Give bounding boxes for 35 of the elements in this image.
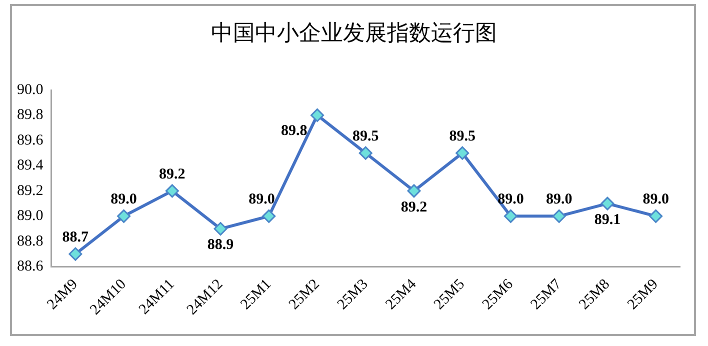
point [649,209,663,223]
data-label: 89.1 [594,212,621,228]
point [552,209,566,223]
y-tick-label: 88.6 [17,258,44,275]
point [310,108,324,122]
y-tick-label: 89.4 [17,158,44,174]
point [600,196,614,210]
y-tick-label: 89.8 [17,107,44,124]
y-tick-label: 89.6 [17,132,44,148]
point [456,146,470,160]
data-label: 88.9 [207,237,234,254]
data-label: 89.5 [352,128,379,144]
point [262,209,276,223]
point [504,209,518,223]
data-label: 89.0 [546,192,572,208]
data-label: 89.0 [110,192,137,208]
point [117,209,131,223]
data-label: 89.0 [248,192,275,208]
point [407,184,421,198]
point [165,184,179,198]
point [358,146,372,160]
data-label: 89.5 [449,128,476,144]
y-tick-label: 89.2 [17,182,44,199]
data-label: 89.0 [642,192,669,208]
data-label: 89.2 [159,166,186,182]
point [68,247,82,261]
y-tick-label: 88.8 [17,233,44,250]
data-label: 88.7 [62,229,90,246]
data-label: 89.2 [400,199,428,216]
data-label: 89.8 [281,123,308,140]
chart-title: 中国中小企业发展指数运行图 [210,19,498,47]
point [214,222,228,236]
y-tick-label: 89.0 [17,208,44,224]
data-label: 89.0 [498,192,524,208]
y-tick-label: 90.0 [17,82,44,98]
